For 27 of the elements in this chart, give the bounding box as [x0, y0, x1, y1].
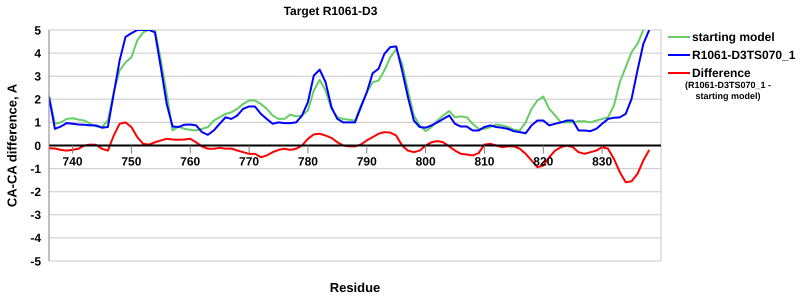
y-tick-label: -4	[30, 231, 42, 246]
legend-label: starting model	[692, 30, 775, 44]
y-axis-title: CA-CA difference, A	[4, 83, 20, 208]
x-tick-label: 780	[298, 154, 318, 168]
y-tick-label: 2	[34, 92, 42, 107]
legend-label: Difference (R1061-D3TS070_1 - starting model)	[684, 66, 772, 102]
chart-title: Target R1061-D3	[282, 4, 378, 18]
x-tick-label: 760	[180, 154, 201, 168]
y-tick-label: 1	[34, 116, 42, 130]
x-tick-label: 750	[121, 154, 142, 168]
x-tick-label: 740	[62, 154, 83, 168]
x-tick-label: 800	[416, 154, 436, 168]
x-axis-title: Residue	[330, 280, 380, 295]
y-tick-label: 0	[34, 138, 42, 153]
line-series	[49, 121, 650, 184]
y-tick-label: 4	[34, 46, 42, 60]
y-tick-label: -2	[30, 184, 42, 199]
legend-label: R1061-D3TS070_1	[692, 48, 796, 62]
y-tick-label: -5	[30, 254, 42, 268]
y-tick-label: -3	[30, 208, 42, 222]
x-tick-label: 830	[592, 154, 612, 168]
x-tick-label: 770	[239, 154, 260, 168]
x-tick-label: 810	[474, 154, 495, 168]
x-tick-label: 790	[356, 154, 378, 168]
y-tick-label: 3	[34, 69, 42, 84]
y-tick-label: -1	[30, 162, 42, 176]
y-tick-label: 5	[34, 23, 42, 38]
